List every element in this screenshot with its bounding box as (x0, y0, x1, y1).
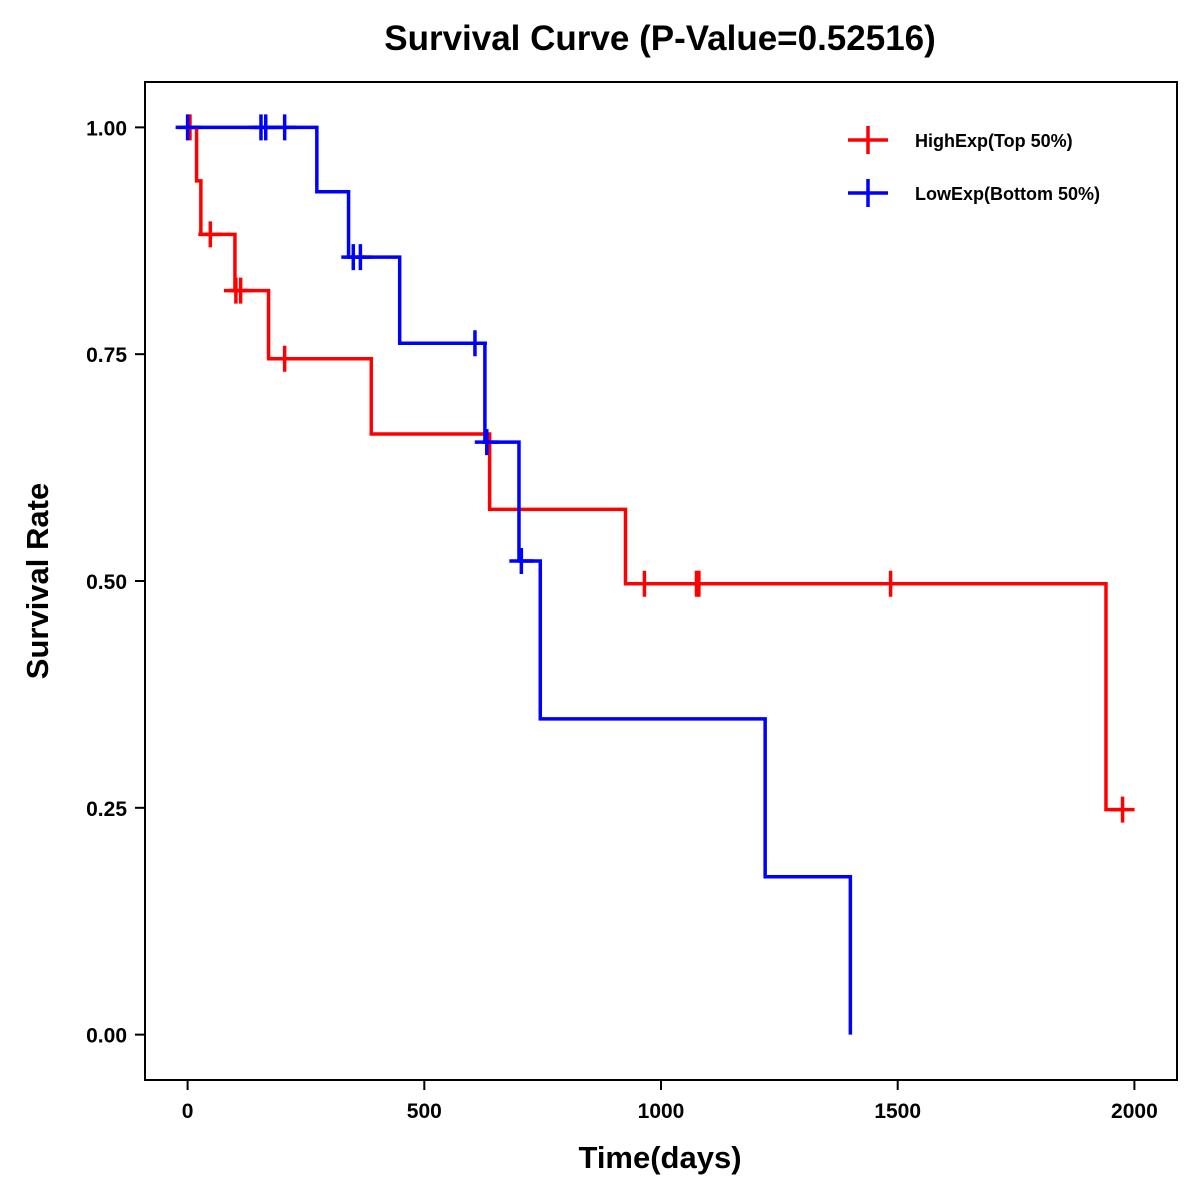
x-axis: 0 500 1000 1500 2000 (182, 1080, 1158, 1123)
censor-mark (198, 221, 223, 248)
legend-label: LowExp(Bottom 50%) (915, 184, 1100, 204)
x-tick-label: 2000 (1111, 1100, 1158, 1123)
censor-mark (686, 570, 711, 597)
censor-mark (462, 330, 487, 357)
censor-mark (272, 345, 297, 372)
plot-frame (144, 81, 1178, 1081)
censor-mark (474, 429, 499, 456)
legend-label: HighExp(Top 50%) (915, 131, 1073, 151)
y-tick-label: 0.25 (86, 798, 127, 821)
censor-mark (878, 570, 903, 597)
censor-mark (348, 244, 373, 271)
legend-key-icon (848, 179, 888, 207)
y-axis: 0.00 0.25 0.50 0.75 1.00 (86, 117, 145, 1048)
legend-item: LowExp(Bottom 50%) (848, 179, 1100, 207)
censor-mark (175, 114, 200, 141)
x-tick-label: 500 (407, 1100, 442, 1123)
censor-mark (509, 548, 534, 575)
legend-key-icon (848, 126, 888, 154)
x-tick-label: 1500 (874, 1100, 921, 1123)
x-tick-label: 0 (182, 1100, 194, 1123)
x-tick-label: 1000 (638, 1100, 685, 1123)
censor-mark (272, 114, 297, 141)
y-tick-label: 0.00 (86, 1025, 127, 1048)
series-layer (175, 114, 1135, 1035)
chart-title: Survival Curve (P-Value=0.52516) (384, 19, 936, 58)
legend-item: HighExp(Top 50%) (848, 126, 1073, 154)
censor-mark (1110, 796, 1135, 823)
legend: HighExp(Top 50%) LowExp(Bottom 50%) (848, 126, 1100, 207)
y-tick-label: 0.75 (86, 344, 127, 367)
censor-mark (228, 277, 253, 304)
y-tick-label: 0.50 (86, 571, 127, 594)
x-axis-label: Time(days) (578, 1140, 741, 1175)
y-tick-label: 1.00 (86, 117, 127, 140)
censor-mark (632, 570, 657, 597)
y-axis-label: Survival Rate (20, 483, 55, 679)
series-low-exp (175, 114, 853, 1035)
